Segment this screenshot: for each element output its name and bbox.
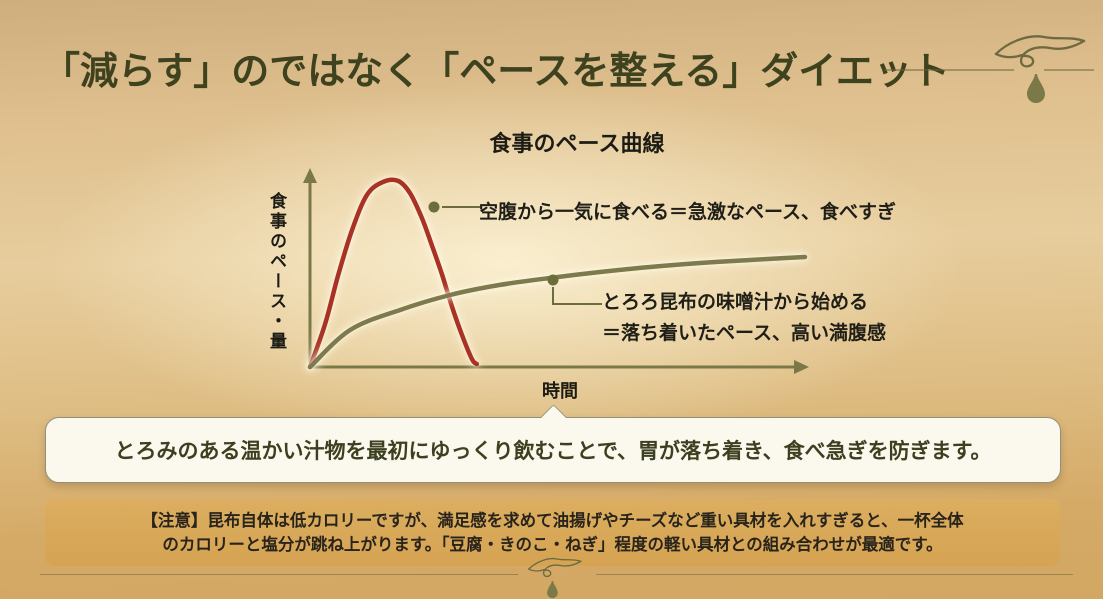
title-divider-line (884, 69, 1014, 71)
curve-fast-pace (307, 177, 480, 370)
footer-divider-left (40, 574, 518, 575)
callout-text: とろみのある温かい汁物を最初にゆっくり飲むことで、胃が落ち着き、食べ急ぎを防ぎま… (114, 440, 992, 463)
annotation-slow-line1: とろろ昆布の味噌汁から始める (602, 292, 869, 313)
hand-drop-icon (994, 35, 1094, 103)
x-axis-label: 時間 (542, 381, 578, 401)
callout-pointer (540, 404, 567, 431)
callout-bubble: とろみのある温かい汁物を最初にゆっくり飲むことで、胃が落ち着き、食べ急ぎを防ぎま… (45, 404, 1061, 483)
annotation-fast-pace: 空腹から一気に食べる＝急激なペース、食べすぎ (479, 202, 897, 223)
caution-note-box: 【注意】昆布自体は低カロリーですが、満足感を求めて油揚げやチーズなど重い具材を入… (45, 499, 1060, 566)
annotation-connector-slow (547, 274, 602, 305)
hand-drop-icon (528, 557, 582, 599)
annotation-slow-pace: とろろ昆布の味噌汁から始める ＝落ち着いたペース、高い満腹感 (602, 287, 886, 349)
y-axis-arrowhead (303, 168, 317, 183)
pace-chart-svg (303, 168, 809, 374)
page-title: 「減らす」のではなく「ペースを整える」ダイエット (42, 51, 950, 93)
caution-note-line2: のカロリーと塩分が跳ね上がります。「豆腐・きのこ・ねぎ」程度の軽い具材との組み合… (162, 536, 943, 554)
annotation-connector-fast (428, 201, 480, 213)
caution-note-line1: 【注意】昆布自体は低カロリーですが、満足感を求めて油揚げやチーズなど重い具材を入… (141, 512, 964, 530)
footer-divider-right (596, 574, 1073, 575)
chart-title: 食事のペース曲線 (489, 131, 665, 156)
x-axis-arrowhead (794, 360, 809, 374)
y-axis-label: 食事のペース・量 (267, 192, 286, 352)
annotation-slow-line2: ＝落ち着いたペース、高い満腹感 (602, 323, 887, 344)
